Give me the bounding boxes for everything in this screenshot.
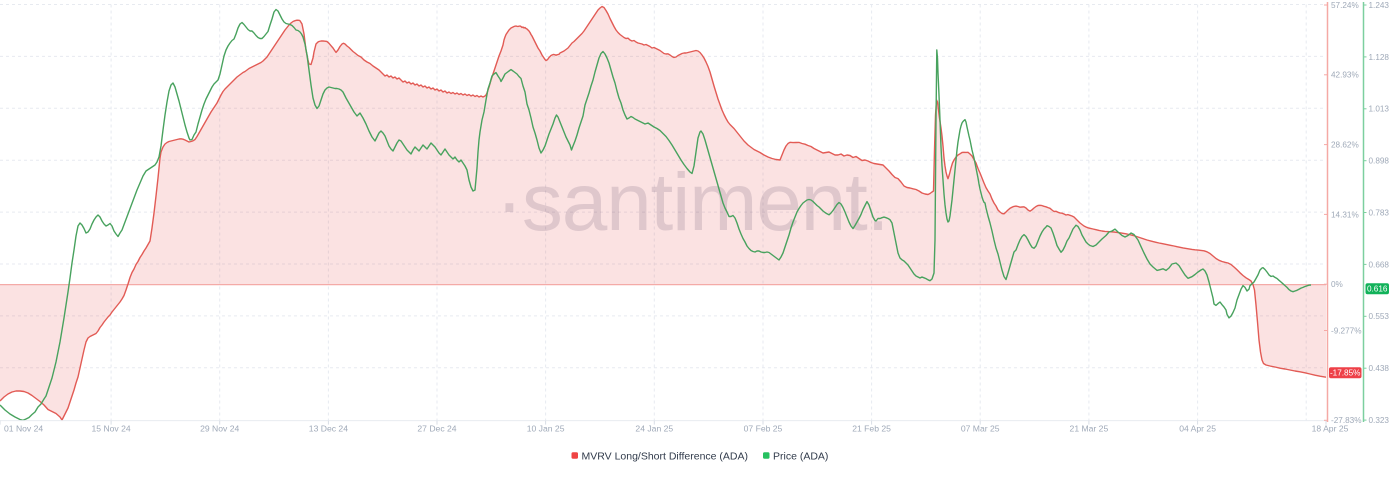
svg-text:0.323: 0.323 — [1369, 416, 1390, 425]
svg-text:28.62%: 28.62% — [1331, 141, 1359, 150]
svg-text:-17.85%: -17.85% — [1330, 369, 1361, 378]
svg-text:13 Dec 24: 13 Dec 24 — [309, 424, 348, 434]
svg-text:27 Dec 24: 27 Dec 24 — [417, 424, 456, 434]
svg-text:-9.277%: -9.277% — [1331, 326, 1362, 335]
svg-text:0.438: 0.438 — [1369, 364, 1390, 373]
svg-text:0%: 0% — [1331, 280, 1343, 289]
svg-text:1.243: 1.243 — [1369, 1, 1390, 10]
svg-text:0.616: 0.616 — [1367, 285, 1388, 294]
svg-text:0.898: 0.898 — [1369, 157, 1390, 166]
svg-text:04 Apr 25: 04 Apr 25 — [1179, 424, 1216, 434]
svg-text:1.013: 1.013 — [1369, 105, 1390, 114]
svg-text:18 Apr 25: 18 Apr 25 — [1312, 424, 1349, 434]
svg-text:0.783: 0.783 — [1369, 208, 1390, 217]
svg-text:0.553: 0.553 — [1369, 312, 1390, 321]
svg-text:57.24%: 57.24% — [1331, 1, 1359, 10]
svg-text:1.128: 1.128 — [1369, 53, 1390, 62]
svg-text:21 Feb 25: 21 Feb 25 — [852, 424, 891, 434]
svg-text:07 Feb 25: 07 Feb 25 — [744, 424, 783, 434]
svg-text:21 Mar 25: 21 Mar 25 — [1070, 424, 1109, 434]
svg-text:15 Nov 24: 15 Nov 24 — [92, 424, 131, 434]
svg-text:14.31%: 14.31% — [1331, 210, 1359, 219]
svg-text:MVRV Long/Short Difference (AD: MVRV Long/Short Difference (ADA) — [582, 450, 749, 462]
svg-text:42.93%: 42.93% — [1331, 71, 1359, 80]
svg-text:07 Mar 25: 07 Mar 25 — [961, 424, 1000, 434]
svg-text:29 Nov 24: 29 Nov 24 — [200, 424, 239, 434]
svg-text:01 Nov 24: 01 Nov 24 — [4, 424, 43, 434]
svg-text:0.668: 0.668 — [1369, 260, 1390, 269]
svg-text:Price (ADA): Price (ADA) — [773, 450, 828, 462]
svg-text:24 Jan 25: 24 Jan 25 — [635, 424, 673, 434]
svg-text:10 Jan 25: 10 Jan 25 — [527, 424, 565, 434]
svg-text:-27.83%: -27.83% — [1331, 416, 1362, 425]
